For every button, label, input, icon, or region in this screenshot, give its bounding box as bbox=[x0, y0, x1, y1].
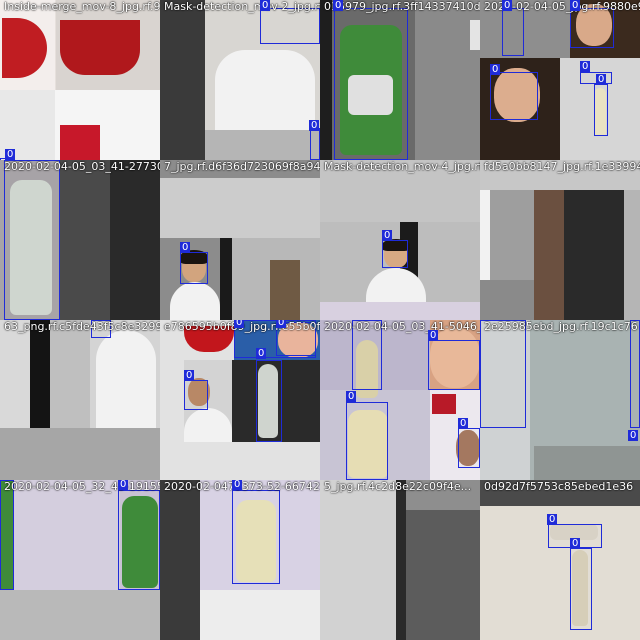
bounding-box bbox=[346, 402, 388, 480]
class-label: 0 bbox=[256, 348, 267, 359]
bounding-box bbox=[4, 160, 60, 320]
class-label: 0 bbox=[309, 120, 320, 131]
bounding-box bbox=[260, 8, 320, 44]
bounding-box bbox=[570, 548, 592, 630]
filename-label: 2020-02-04-05_32_43-191558_jpg.rf.70 bbox=[4, 480, 160, 493]
bounding-box bbox=[594, 84, 608, 136]
mosaic-tile: 2020-02-04-05_03_41-2773047_jpg.rf.f47a6… bbox=[0, 160, 160, 320]
class-label: 0 bbox=[234, 320, 245, 328]
mosaic-tile: fd5a0bb8147_jpg.rf.1e33994 bbox=[480, 160, 640, 320]
class-label: 0 bbox=[180, 242, 191, 253]
mosaic-tile: Mask-detection_mov-4_jpg.rf.744b0cc0fd5a… bbox=[320, 160, 480, 320]
filename-label: Inside-merge_mov-8_jpg.rf.92f1ba4e8e1ae5… bbox=[4, 0, 160, 13]
mosaic-tile: 2020-02-0475373-52-667425_jpg.rf.4c2d8 0 bbox=[160, 480, 320, 640]
class-label: 0 bbox=[580, 61, 591, 72]
class-label: 0 bbox=[118, 480, 129, 490]
filename-label: fd5a0bb8147_jpg.rf.1e33994 bbox=[484, 160, 640, 173]
filename-label: 0d92d7f5753c85ebed1e36 bbox=[484, 480, 634, 493]
bounding-box bbox=[382, 240, 408, 268]
bounding-box bbox=[91, 320, 111, 338]
filename-label: 2020-02-04-05_03_41-2773047_jpg.rf.f47a6… bbox=[4, 160, 160, 173]
bounding-box bbox=[232, 490, 280, 584]
bounding-box bbox=[180, 252, 208, 284]
bounding-box bbox=[184, 380, 208, 410]
class-label: 0 bbox=[184, 370, 195, 381]
filename-label: Mask-detection_mov-4_jpg.rf.744b0cc0fd5a… bbox=[324, 160, 480, 173]
bounding-box bbox=[480, 320, 526, 428]
class-label: 0 bbox=[428, 330, 439, 341]
filename-label: 2020-02-04-05_jpg.rf.9880e9c9b8c7 bbox=[484, 0, 640, 13]
class-label: 0 bbox=[276, 320, 287, 328]
mosaic-tile: Inside-merge_mov-8_jpg.rf.92f1ba4e8e1ae5… bbox=[0, 0, 160, 160]
mosaic-tile: 7_jpg.rf.d6f36d723069f8a94fe8eb08a238 0 bbox=[160, 160, 320, 320]
mosaic-tile: e786595b0f89_jpg.rf.e55b0f4c02dc22 0 0 0… bbox=[160, 320, 320, 480]
mosaic-tile: 2e25985ebd_jpg.rf.19c1c76 0 bbox=[480, 320, 640, 480]
class-label: 0 bbox=[5, 149, 16, 160]
bounding-box bbox=[334, 8, 408, 160]
bounding-box bbox=[630, 320, 640, 428]
bounding-box bbox=[276, 322, 316, 356]
filename-label: Mask-detection_mov-2_jpg.rf.d09cb6a7ad9c… bbox=[164, 0, 320, 13]
mosaic-tile: 0d92d7f5753c85ebed1e36 0 0 bbox=[480, 480, 640, 640]
bounding-box bbox=[352, 320, 382, 390]
class-label: 0 bbox=[382, 230, 393, 241]
class-label: 0 bbox=[628, 430, 639, 441]
bounding-box bbox=[118, 490, 160, 590]
mosaic-tile: 2020-02-04-05_03_41-5046_jpg.rf.22e2598 … bbox=[320, 320, 480, 480]
bounding-box bbox=[256, 360, 282, 442]
filename-label: 2e25985ebd_jpg.rf.19c1c76 bbox=[484, 320, 638, 333]
bounding-box bbox=[0, 480, 14, 590]
class-label: 0 bbox=[596, 74, 607, 85]
bounding-box bbox=[570, 8, 614, 48]
class-label: 0 bbox=[260, 0, 271, 11]
filename-label: 2020-02-04-05_03_41-5046_jpg.rf.22e2598 bbox=[324, 320, 480, 333]
mosaic-tile: 5_jpg.rf.4c2d8e22c09f4e... bbox=[320, 480, 480, 640]
bounding-box bbox=[428, 340, 480, 390]
class-label: 0 bbox=[458, 418, 469, 429]
class-label: 0 bbox=[346, 391, 357, 402]
bounding-box bbox=[458, 428, 480, 468]
bounding-box bbox=[310, 128, 320, 160]
mosaic-tile: 2020-02-04-05_32_43-191558_jpg.rf.70 0 0 bbox=[0, 480, 160, 640]
class-label: 0 bbox=[4, 160, 15, 161]
class-label: 0 bbox=[490, 64, 501, 75]
class-label: 0 bbox=[352, 320, 363, 321]
class-label: 0 bbox=[333, 0, 344, 11]
mosaic-tile: Mask-detection_mov-2_jpg.rf.d09cb6a7ad9c… bbox=[160, 0, 320, 160]
filename-label: 015979_jpg.rf.3ff14337410dba27bc5d22e9 bbox=[324, 0, 480, 13]
class-label: 0 bbox=[232, 480, 243, 490]
filename-label: 7_jpg.rf.d6f36d723069f8a94fe8eb08a238 bbox=[164, 160, 320, 173]
mosaic-tile: 015979_jpg.rf.3ff14337410dba27bc5d22e9 0 bbox=[320, 0, 480, 160]
filename-label: 63_png.rf.c5fde43f5c8e32998e786595b089f8… bbox=[4, 320, 160, 333]
class-label: 0 bbox=[547, 514, 558, 525]
class-label: 0 bbox=[502, 0, 513, 11]
mosaic-tile: 63_png.rf.c5fde43f5c8e32998e786595b089f8… bbox=[0, 320, 160, 480]
class-label: 0 bbox=[570, 0, 581, 11]
bounding-box bbox=[502, 8, 524, 56]
filename-label: 5_jpg.rf.4c2d8e22c09f4e... bbox=[324, 480, 472, 493]
mosaic-tile: 2020-02-04-05_jpg.rf.9880e9c9b8c7 0 0 0 … bbox=[480, 0, 640, 160]
class-label: 0 bbox=[570, 538, 581, 549]
bounding-box bbox=[490, 72, 538, 120]
